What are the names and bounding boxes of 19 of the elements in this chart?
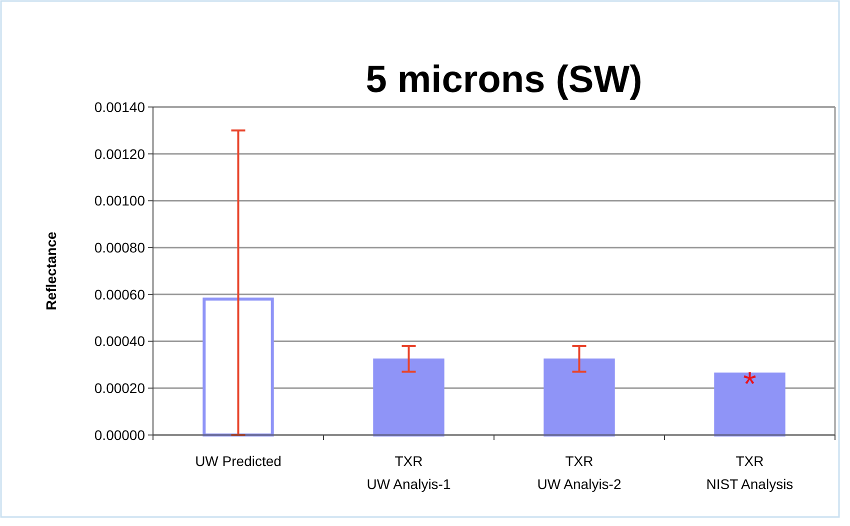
- y-tick-label: 0.00040: [94, 333, 146, 350]
- y-axis-title: Reflectance: [43, 231, 59, 310]
- y-tick-label: 0.00120: [94, 146, 146, 162]
- annotation: *: [743, 366, 756, 404]
- y-tick-label: 0.00100: [94, 192, 146, 209]
- y-tick-label: 0.00060: [94, 286, 146, 302]
- bar: [373, 358, 444, 436]
- y-tick-label: 0.00000: [94, 426, 146, 443]
- bar: [544, 358, 615, 436]
- chart-title: 5 microns (SW): [366, 59, 642, 101]
- x-tick-label: TXR UW Analyis-1: [366, 453, 451, 492]
- y-tick-label: 0.00080: [94, 239, 146, 256]
- x-tick-label: TXR NIST Analysis: [706, 453, 794, 492]
- y-tick-label: 0.00020: [94, 380, 146, 396]
- y-tick-label: 0.00140: [94, 98, 146, 115]
- bar: [714, 372, 786, 436]
- bar: [202, 298, 274, 436]
- x-tick-label: TXR UW Analyis-2: [537, 453, 622, 492]
- x-tick-label: UW Predicted: [195, 453, 282, 469]
